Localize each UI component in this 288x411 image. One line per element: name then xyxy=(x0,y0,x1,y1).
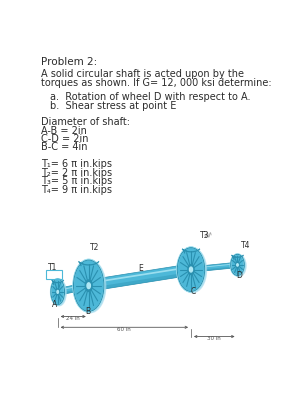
Text: T1: T1 xyxy=(48,263,58,272)
Ellipse shape xyxy=(232,255,246,277)
Ellipse shape xyxy=(51,279,65,305)
Ellipse shape xyxy=(188,265,194,275)
Ellipse shape xyxy=(190,267,193,272)
Text: T₃= 5 π in.kips: T₃= 5 π in.kips xyxy=(41,176,112,186)
Polygon shape xyxy=(191,266,238,272)
Polygon shape xyxy=(89,272,191,291)
Text: E: E xyxy=(138,264,143,273)
Ellipse shape xyxy=(230,254,245,276)
Text: B-C = 4in: B-C = 4in xyxy=(41,143,87,152)
Text: Problem 2:: Problem 2: xyxy=(41,57,97,67)
Ellipse shape xyxy=(56,289,59,295)
Ellipse shape xyxy=(57,291,58,293)
Text: B: B xyxy=(86,307,91,316)
Ellipse shape xyxy=(179,248,206,293)
Text: 60 in: 60 in xyxy=(118,327,131,332)
Ellipse shape xyxy=(52,279,66,306)
Text: T4: T4 xyxy=(240,240,250,249)
Text: C-D = 2in: C-D = 2in xyxy=(41,134,88,144)
Ellipse shape xyxy=(177,247,205,292)
Text: Diameter of shaft:: Diameter of shaft: xyxy=(41,117,130,127)
Polygon shape xyxy=(89,264,191,291)
Ellipse shape xyxy=(236,263,239,267)
Text: D: D xyxy=(237,271,242,280)
Polygon shape xyxy=(191,262,238,272)
Ellipse shape xyxy=(237,264,238,266)
Polygon shape xyxy=(89,266,191,284)
Polygon shape xyxy=(191,263,238,269)
Polygon shape xyxy=(58,282,89,296)
Ellipse shape xyxy=(87,283,90,289)
Text: C: C xyxy=(190,287,196,296)
Text: T₄= 9 π in.kips: T₄= 9 π in.kips xyxy=(41,185,112,195)
Text: T2: T2 xyxy=(90,243,100,252)
Ellipse shape xyxy=(85,280,92,291)
Text: 30 in: 30 in xyxy=(207,336,221,342)
Text: A-B = 2in: A-B = 2in xyxy=(41,125,86,136)
Text: torques as shown. If G= 12, 000 ksi determine:: torques as shown. If G= 12, 000 ksi dete… xyxy=(41,78,271,88)
Text: T₁= 6 π in.kips: T₁= 6 π in.kips xyxy=(41,159,112,169)
Text: T₂= 2 π in.kips: T₂= 2 π in.kips xyxy=(41,168,112,178)
Text: a.  Rotation of wheel D with respect to A.: a. Rotation of wheel D with respect to A… xyxy=(50,92,251,102)
Text: 24 in: 24 in xyxy=(66,316,80,321)
Text: b.  Shear stress at point E: b. Shear stress at point E xyxy=(50,101,176,111)
Text: A solid circular shaft is acted upon by the: A solid circular shaft is acted upon by … xyxy=(41,69,244,79)
Polygon shape xyxy=(58,287,89,296)
Ellipse shape xyxy=(75,260,106,313)
Polygon shape xyxy=(58,284,89,291)
Text: A: A xyxy=(52,300,58,309)
Ellipse shape xyxy=(73,259,104,312)
Text: T3: T3 xyxy=(200,231,210,240)
